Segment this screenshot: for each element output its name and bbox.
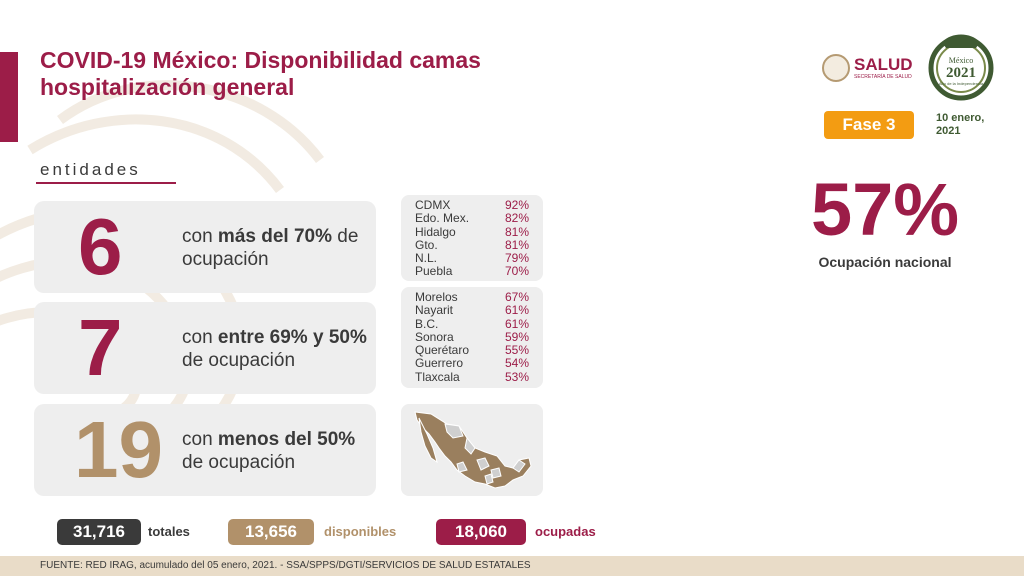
salud-logo-text: SALUD [854, 55, 913, 74]
state-name: Guerrero [415, 356, 464, 371]
year-2021-logo: México 2021 Año de la Independencia [928, 34, 994, 101]
state-name: Morelos [415, 290, 458, 304]
group-count-low: 19 [74, 405, 163, 494]
year-logo-top: México [949, 56, 973, 65]
group-desc-low: con menos del 50% de ocupación [182, 428, 372, 474]
state-name: CDMX [415, 198, 451, 212]
list-item: CDMX 92% [415, 198, 529, 212]
group-desc-post: de ocupación [182, 452, 296, 473]
accent-bar [0, 52, 18, 142]
mexico-map [401, 404, 543, 496]
state-name: B.C. [415, 316, 439, 331]
date-line-1: 10 enero, [936, 112, 985, 124]
salud-logo-subtext: SECRETARÍA DE SALUD [854, 74, 912, 80]
state-pct: 81% [504, 224, 529, 239]
state-pct: 79% [504, 251, 529, 266]
date-line-2: 2021 [936, 125, 961, 137]
state-pct: 70% [504, 264, 529, 279]
group-desc-bold: menos del 50% [217, 429, 356, 450]
state-pct: 92% [504, 198, 529, 212]
state-list-mid: Morelos 67% Nayarit 61% B.C. 61% Sonora 59% … [401, 287, 543, 388]
group-desc-pre: con [182, 429, 218, 450]
title-line-2: hospitalización general [40, 74, 295, 100]
list-item: N.L. 79% [415, 251, 529, 266]
state-pct: 55% [504, 343, 529, 358]
list-item: Guerrero 54% [415, 356, 529, 371]
state-name: Querétaro [415, 343, 470, 358]
list-item: Edo. Mex. 82% [415, 211, 529, 226]
list-item: Querétaro 55% [415, 343, 529, 358]
occupied-beds-value: 18,060 [436, 519, 526, 545]
state-name: Puebla [415, 264, 453, 279]
state-name: Nayarit [415, 303, 454, 318]
group-desc-post: de ocupación [182, 350, 296, 371]
group-desc-post: de ocupación [182, 226, 359, 270]
section-underline [36, 182, 176, 184]
phase-badge: Fase 3 [824, 111, 914, 139]
list-item: B.C. 61% [415, 316, 529, 331]
state-list-high: CDMX 92% Edo. Mex. 82% Hidalgo 81% Gto. 81% … [401, 195, 543, 281]
group-desc-pre: con [182, 226, 218, 247]
page-title: COVID-19 México: Disponibilidad camas ho… [40, 47, 600, 101]
group-count-high: 6 [78, 202, 123, 291]
section-label: entidades [40, 160, 141, 179]
list-item: Hidalgo 81% [415, 224, 529, 239]
list-item: Gto. 81% [415, 237, 529, 252]
state-pct: 61% [504, 316, 529, 331]
source-footer: FUENTE: RED IRAG, acumulado del 05 enero… [0, 556, 1024, 576]
list-item: Tlaxcala 53% [415, 369, 529, 384]
state-pct: 59% [504, 329, 529, 344]
state-pct: 54% [504, 356, 529, 371]
state-name: Hidalgo [415, 224, 456, 239]
state-pct: 61% [504, 303, 529, 318]
group-count-mid: 7 [78, 303, 123, 392]
total-beds-value: 31,716 [57, 519, 141, 545]
state-name: Sonora [415, 329, 454, 344]
report-date: 10 enero, 2021 [936, 112, 1006, 138]
group-desc-mid: con entre 69% y 50% de ocupación [182, 326, 372, 372]
group-desc-pre: con [182, 327, 218, 348]
available-beds-label: disponibles [324, 524, 397, 539]
eagle-emblem-icon [822, 54, 850, 82]
group-desc-bold: más del 70% [217, 226, 332, 247]
list-item: Morelos 67% [415, 290, 529, 304]
group-card-mid: 7 con entre 69% y 50% de ocupación [34, 302, 376, 394]
salud-logo: SALUD SECRETARÍA DE SALUD [822, 52, 922, 84]
state-pct: 53% [504, 369, 529, 384]
title-line-1: COVID-19 México: Disponibilidad camas [40, 47, 481, 73]
state-pct: 81% [504, 237, 529, 252]
state-name: N.L. [415, 251, 438, 266]
mexico-map-icon [414, 411, 532, 489]
year-logo-sub: Año de la Independencia [939, 81, 984, 86]
group-card-high: 6 con más del 70% de ocupación [34, 201, 376, 293]
group-desc-high: con más del 70% de ocupación [182, 225, 372, 271]
group-desc-bold: entre 69% y 50% [217, 327, 367, 348]
list-item: Nayarit 61% [415, 303, 529, 318]
list-item: Puebla 70% [415, 264, 529, 279]
state-name: Gto. [415, 237, 438, 252]
national-occupancy-value: 57% [810, 168, 960, 251]
state-name: Tlaxcala [415, 369, 460, 384]
state-pct: 67% [504, 290, 529, 304]
group-card-low: 19 con menos del 50% de ocupación [34, 404, 376, 496]
state-name: Edo. Mex. [415, 211, 470, 226]
occupied-beds-label: ocupadas [535, 524, 596, 539]
national-occupancy-label: Ocupación nacional [818, 254, 952, 270]
total-beds-label: totales [148, 524, 190, 539]
list-item: Sonora 59% [415, 329, 529, 344]
state-pct: 82% [504, 211, 529, 226]
year-logo-year: 2021 [946, 65, 976, 81]
available-beds-value: 13,656 [228, 519, 314, 545]
